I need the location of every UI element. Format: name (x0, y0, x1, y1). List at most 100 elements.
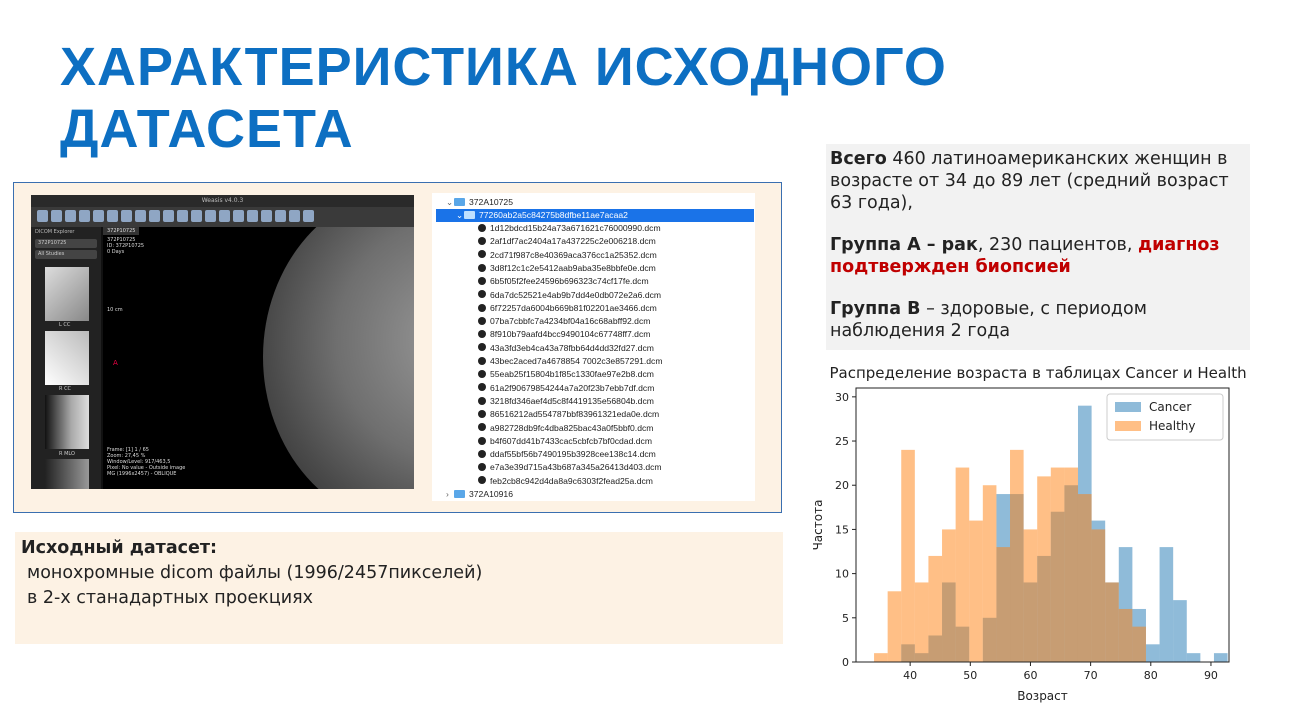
toolbar-icon[interactable] (205, 210, 216, 222)
x-tick-label: 50 (963, 669, 977, 682)
folder-next[interactable]: › 372A10916 (446, 488, 513, 501)
y-tick-label: 10 (835, 568, 849, 581)
check-icon (478, 263, 486, 272)
file-item[interactable]: a982728db9fc4dba825bac43a0f5bbf0.dcm (478, 422, 653, 435)
toolbar-icon[interactable] (121, 210, 132, 222)
file-name: ddaf55bf56b7490195b3928cee138c14.dcm (490, 449, 656, 460)
toolbar-icon[interactable] (163, 210, 174, 222)
toolbar-icon[interactable] (65, 210, 76, 222)
bar-healthy (914, 582, 929, 662)
breast-image (263, 227, 414, 489)
bar-healthy (942, 529, 956, 662)
file-item[interactable]: 55eab25f15804b1f85c1330fae97e2b8.dcm (478, 368, 654, 381)
check-icon (478, 423, 486, 432)
title-line-2: ДАТАСЕТА (60, 99, 354, 159)
file-item[interactable]: 6b5f05f2fee24596b696323c74cf17fe.dcm (478, 275, 649, 288)
y-tick-label: 0 (842, 656, 849, 669)
toolbar-icon[interactable] (51, 210, 62, 222)
toolbar-icon[interactable] (149, 210, 160, 222)
overlay-line: Zoom: 27,45 % (107, 453, 146, 459)
dataset-line-1: монохромные dicom файлы (1996/2457пиксел… (27, 563, 483, 583)
folder-root[interactable]: ⌄ 372A10725 (446, 196, 513, 209)
bar-healthy (1077, 494, 1092, 662)
file-item[interactable]: 3218fd346aef4d5c8f4419135e56804b.dcm (478, 395, 654, 408)
thumbnail-r-cc[interactable] (45, 331, 89, 385)
file-name: 2af1df7ac2404a17a437225c2e006218.dcm (490, 236, 656, 247)
bar-healthy (928, 555, 943, 662)
check-icon (478, 383, 486, 392)
chart-title: Распределение возраста в таблицах Cancer… (829, 364, 1246, 382)
file-item[interactable]: 3d8f12c1c2e5412aab9aba35e8bbfe0e.dcm (478, 262, 656, 275)
file-item[interactable]: 2cd71f987c8e40369aca376cc1a25352.dcm (478, 249, 657, 262)
thumbnail-l-cc[interactable] (45, 267, 89, 321)
file-item[interactable]: 6f72257da6004b669b81f02201ae3466.dcm (478, 302, 657, 315)
file-item[interactable]: ddaf55bf56b7490195b3928cee138c14.dcm (478, 448, 656, 461)
file-name: 86516212ad554787bbf83961321eda0e.dcm (490, 409, 660, 420)
viewer-titlebar: Weasis v4.0.3 (31, 195, 414, 207)
file-item[interactable]: 8f910b79aafd4bcc9490104c67748ff7.dcm (478, 328, 650, 341)
chevron-down-icon[interactable]: ⌄ (456, 210, 464, 220)
chevron-right-icon[interactable]: › (446, 489, 449, 499)
dicom-explorer-panel: DICOM Explorer 372P10725 All Studies L C… (31, 227, 101, 489)
toolbar-icon[interactable] (303, 210, 314, 222)
file-name: feb2cb8c942d4da8a9c6303f2fead25a.dcm (490, 475, 653, 486)
bar-healthy (1050, 467, 1065, 662)
file-item[interactable]: 07ba7cbbfc7a4234bf04a16c68abff92.dcm (478, 315, 650, 328)
toolbar-icon[interactable] (289, 210, 300, 222)
check-icon (478, 370, 486, 379)
toolbar-icon[interactable] (191, 210, 202, 222)
group-a-bold: Группа А – рак (830, 235, 978, 255)
thumbnail-l-mlo[interactable] (45, 395, 89, 449)
file-item[interactable]: e7a3e39d715a43b687a345a26413d403.dcm (478, 461, 662, 474)
bar-healthy (955, 467, 970, 662)
bar-healthy (1132, 626, 1146, 662)
check-icon (478, 356, 486, 365)
image-overlay: Frame: [1] 1 / 65 Zoom: 27,45 % Window/L… (107, 447, 185, 477)
file-item[interactable]: 43bec2aced7a4678854 7002c3e857291.dcm (478, 355, 663, 368)
toolbar-icon[interactable] (79, 210, 90, 222)
toolbar-icon[interactable] (37, 210, 48, 222)
toolbar-icon[interactable] (233, 210, 244, 222)
check-icon (478, 449, 486, 458)
toolbar-icon[interactable] (107, 210, 118, 222)
toolbar-icon[interactable] (247, 210, 258, 222)
studies-select[interactable]: All Studies (35, 250, 97, 259)
patient-info-age: 0 Days (107, 249, 125, 255)
dataset-heading: Исходный датасет: (21, 538, 218, 558)
patient-select[interactable]: 372P10725 (35, 239, 97, 248)
file-item[interactable]: 43a3fd3eb4ca43a78fbb64d4dd32fd27.dcm (478, 342, 654, 355)
age-histogram: Распределение возраста в таблицах Cancer… (811, 364, 1246, 703)
chevron-down-icon[interactable]: ⌄ (446, 197, 454, 207)
bar-healthy (982, 485, 997, 662)
file-name: 6da7dc52521e4ab9b7dd4e0db072e2a6.dcm (490, 289, 662, 300)
toolbar-icon[interactable] (177, 210, 188, 222)
toolbar-icon[interactable] (135, 210, 146, 222)
toolbar-icon[interactable] (261, 210, 272, 222)
viewer-toolbar (31, 207, 414, 227)
folder-selected[interactable]: ⌄ 77260ab2a5c84275b8dfbe11ae7acaa2 (436, 209, 754, 222)
x-tick-label: 90 (1204, 669, 1218, 682)
file-item[interactable]: 86516212ad554787bbf83961321eda0e.dcm (478, 408, 659, 421)
file-item[interactable]: feb2cb8c942d4da8a9c6303f2fead25a.dcm (478, 475, 653, 488)
bar-healthy (1023, 529, 1038, 662)
mammogram-image[interactable]: 372P10725 372P10725 ID: 372P10725 0 Days… (103, 227, 414, 489)
file-name: 55eab25f15804b1f85c1330fae97e2b8.dcm (490, 369, 654, 380)
summary-group-b: Группа В – здоровые, с периодом наблюден… (830, 298, 1246, 342)
file-item[interactable]: 6da7dc52521e4ab9b7dd4e0db072e2a6.dcm (478, 289, 661, 302)
file-item[interactable]: b4f607dd41b7433cac5cbfcb7bf0cdad.dcm (478, 435, 652, 448)
file-item[interactable]: 2af1df7ac2404a17a437225c2e006218.dcm (478, 235, 656, 248)
bar-healthy (1064, 467, 1078, 662)
toolbar-icon[interactable] (219, 210, 230, 222)
file-name: 2cd71f987c8e40369aca376cc1a25352.dcm (490, 249, 657, 260)
file-name: 8f910b79aafd4bcc9490104c67748ff7.dcm (490, 329, 651, 340)
image-tab[interactable]: 372P10725 (103, 227, 140, 235)
file-name: 61a2f90679854244a7a20f23b7ebb7df.dcm (490, 382, 655, 393)
group-a-red: диагноз подтвержден биопсией (830, 235, 1220, 277)
toolbar-icon[interactable] (93, 210, 104, 222)
file-browser: ⌄ 372A10725 ⌄ 77260ab2a5c84275b8dfbe11ae7a… (432, 193, 755, 501)
thumbnail-r-mlo[interactable] (45, 459, 89, 489)
orientation-a: A (113, 359, 118, 367)
file-item[interactable]: 1d12bdcd15b24a73a671621c76000990.dcm (478, 222, 661, 235)
toolbar-icon[interactable] (275, 210, 286, 222)
file-item[interactable]: 61a2f90679854244a7a20f23b7ebb7df.dcm (478, 382, 654, 395)
